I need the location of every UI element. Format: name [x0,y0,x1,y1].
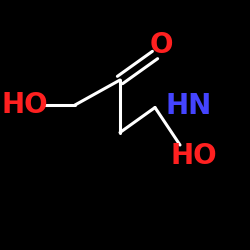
Text: HO: HO [170,142,217,170]
Text: HN: HN [165,92,211,120]
Text: HO: HO [2,91,48,119]
Text: O: O [150,31,173,59]
